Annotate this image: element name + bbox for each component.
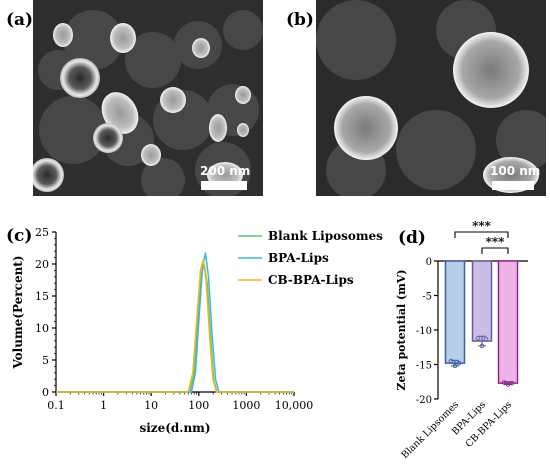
significance-label: *** xyxy=(472,220,492,233)
y-tick-label: 15 xyxy=(35,290,49,303)
legend-label: CB-BPA-Lips xyxy=(268,273,354,287)
category-label: CB-BPA-Lips xyxy=(464,399,515,450)
replicate-point xyxy=(448,358,454,364)
sem-image-a xyxy=(33,0,263,196)
scale-bar-label-b: 100 nm xyxy=(490,164,541,178)
y-tick-label: 0 xyxy=(42,386,49,399)
series-line-blank-liposomes xyxy=(56,263,294,393)
replicate-point xyxy=(475,336,481,341)
series-line-cb-bpa-lips xyxy=(56,259,294,393)
y-tick-label: -15 xyxy=(416,361,432,372)
replicate-point xyxy=(479,343,485,349)
replicate-point xyxy=(509,380,515,386)
y-tick-label: -20 xyxy=(416,395,432,406)
y-tick-label: -5 xyxy=(422,292,432,303)
x-tick-label: 100 xyxy=(188,399,209,412)
y-tick-label: 25 xyxy=(35,226,49,239)
sem-image-b xyxy=(316,0,546,196)
y-axis-title: Volume(Percent) xyxy=(11,255,25,369)
replicate-point xyxy=(501,380,507,385)
x-tick-label: 1 xyxy=(100,399,107,412)
legend-label: Blank Liposomes xyxy=(268,229,383,243)
replicate-point xyxy=(452,363,458,369)
x-tick-label: 10 xyxy=(144,399,158,412)
panel-label-d: (d) xyxy=(398,228,426,248)
panel-label-c: (c) xyxy=(6,226,33,246)
y-axis-title: Zeta potential (mV) xyxy=(395,269,408,390)
scale-bar-b xyxy=(492,181,534,190)
x-tick-label: 1000 xyxy=(232,399,260,412)
y-tick-label: 20 xyxy=(35,258,49,271)
sem-micrograph-b: 100 nm xyxy=(316,0,546,196)
legend-label: BPA-Lips xyxy=(268,251,329,265)
replicate-point xyxy=(483,336,489,342)
replicate-point xyxy=(456,360,462,366)
significance-bracket xyxy=(481,247,509,254)
y-tick-label: 0 xyxy=(426,257,432,268)
x-tick-label: 0.1 xyxy=(47,399,65,412)
y-tick-label: 10 xyxy=(35,322,49,335)
y-tick-label: -10 xyxy=(416,326,432,337)
significance-bracket xyxy=(454,231,509,238)
scale-bar-a xyxy=(201,181,247,190)
panel-label-b: (b) xyxy=(286,10,314,30)
significance-label: *** xyxy=(486,235,506,249)
sem-micrograph-a: 200 nm xyxy=(33,0,263,196)
panel-label-a: (a) xyxy=(6,10,34,30)
x-axis-title: size(d.nm) xyxy=(139,421,210,435)
series-line-bpa-lips xyxy=(56,252,294,393)
zeta-bar xyxy=(497,260,519,384)
replicate-point xyxy=(505,382,511,387)
size-distribution-chart: 0 5 10 15 20 25 0.1 1 10 100 1000 10,000 size(d.nm) V… xyxy=(11,226,383,435)
zeta-bar xyxy=(444,260,466,364)
scale-bar-label-a: 200 nm xyxy=(200,164,251,178)
zeta-bar xyxy=(471,260,493,342)
x-tick-label: 10,000 xyxy=(275,399,314,412)
y-tick-label: 5 xyxy=(42,354,49,367)
